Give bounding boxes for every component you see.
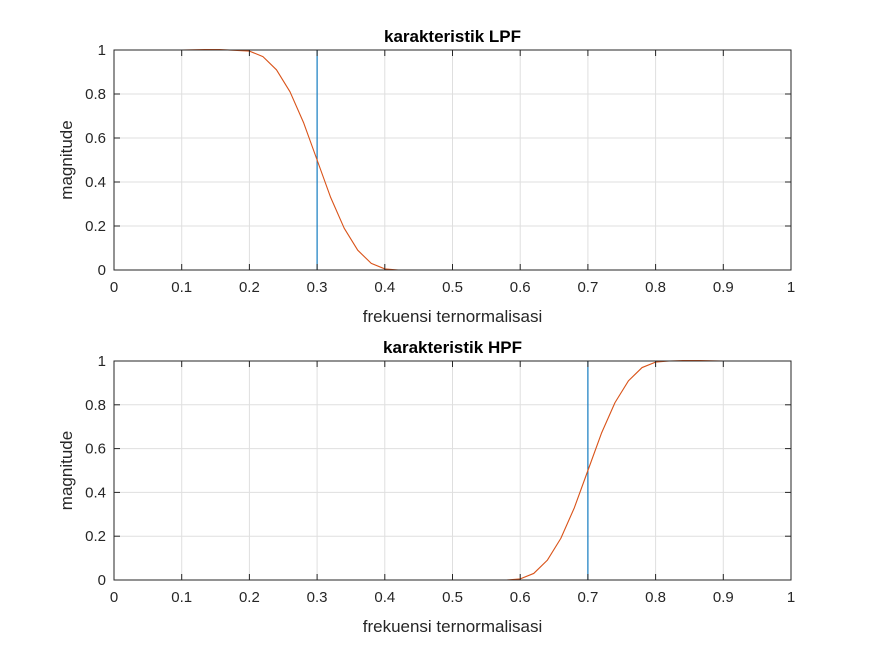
x-tick-label: 0.8: [645, 589, 666, 606]
x-tick-label: 0.7: [577, 589, 598, 606]
x-axis-label: frekuensi ternormalisasi: [363, 617, 543, 636]
x-tick-label: 0.6: [510, 279, 531, 296]
subplot-2: 0 0.1 0.2 0.3 0.4 0.5 0.6 0.7 0.8 0.9 1 0 0.2 0.4 0.6 0…: [57, 338, 795, 636]
y-tick-label: 1: [98, 353, 106, 370]
y-tick-label: 0: [98, 572, 106, 589]
y-tick-label: 0.4: [85, 174, 106, 191]
x-tick-label: 0.4: [374, 589, 395, 606]
x-tick-label: 0: [110, 589, 118, 606]
x-tick-label: 0.6: [510, 589, 531, 606]
x-tick-label: 0.2: [239, 589, 260, 606]
x-tick-label: 0.1: [171, 589, 192, 606]
x-tick-label: 0.5: [442, 589, 463, 606]
x-tick-label: 1: [787, 279, 795, 296]
x-tick-label: 0: [110, 279, 118, 296]
x-tick-label: 0.5: [442, 279, 463, 296]
y-tick-label: 1: [98, 42, 106, 59]
x-tick-label: 0.9: [713, 589, 734, 606]
y-tick-label: 0.2: [85, 218, 106, 235]
y-tick-label: 0.6: [85, 130, 106, 147]
y-tick-label: 0.2: [85, 528, 106, 545]
y-tick-label: 0.4: [85, 484, 106, 501]
x-tick-label: 0.4: [374, 279, 395, 296]
y-tick-label: 0.6: [85, 441, 106, 458]
chart-title: karakteristik LPF: [384, 27, 521, 46]
subplot-1: 0 0.1 0.2 0.3 0.4 0.5 0.6 0.7 0.8 0.9 1 0 0.2 0.4 0.6 0…: [57, 27, 795, 326]
x-axis-label: frekuensi ternormalisasi: [363, 307, 543, 326]
y-axis-label: magnitude: [57, 431, 76, 510]
y-axis-label: magnitude: [57, 120, 76, 199]
x-tick-label: 0.1: [171, 279, 192, 296]
x-tick-label: 0.7: [577, 279, 598, 296]
y-tick-label: 0.8: [85, 397, 106, 414]
x-tick-label: 0.3: [307, 279, 328, 296]
x-tick-label: 1: [787, 589, 795, 606]
x-tick-label: 0.8: [645, 279, 666, 296]
y-tick-label: 0.8: [85, 86, 106, 103]
x-tick-label: 0.9: [713, 279, 734, 296]
x-tick-label: 0.2: [239, 279, 260, 296]
chart-title: karakteristik HPF: [383, 338, 522, 357]
y-tick-label: 0: [98, 262, 106, 279]
x-tick-label: 0.3: [307, 589, 328, 606]
